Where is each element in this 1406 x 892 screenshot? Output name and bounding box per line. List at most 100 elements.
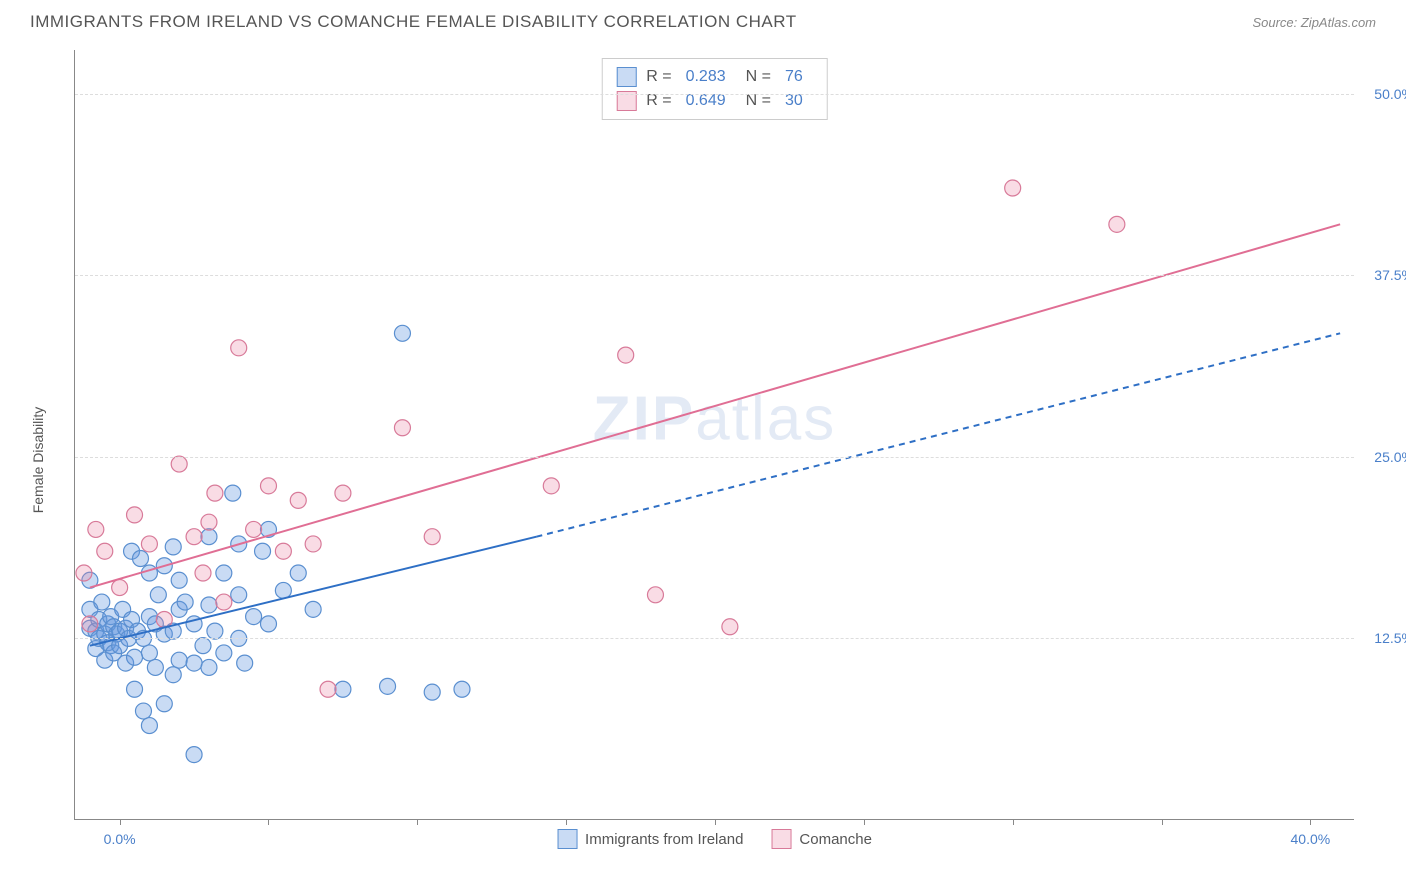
data-point xyxy=(141,645,157,661)
data-point xyxy=(171,572,187,588)
x-tick-label: 0.0% xyxy=(104,831,136,847)
data-point xyxy=(147,659,163,675)
data-point xyxy=(305,601,321,617)
gridline-h xyxy=(75,457,1354,458)
data-point xyxy=(165,539,181,555)
x-tick xyxy=(1162,819,1163,825)
data-point xyxy=(231,340,247,356)
data-point xyxy=(216,565,232,581)
data-point xyxy=(454,681,470,697)
chart-title: IMMIGRANTS FROM IRELAND VS COMANCHE FEMA… xyxy=(30,12,797,32)
y-axis-label: Female Disability xyxy=(30,407,46,514)
gridline-h xyxy=(75,94,1354,95)
x-tick xyxy=(120,819,121,825)
data-point xyxy=(156,696,172,712)
gridline-h xyxy=(75,638,1354,639)
data-point xyxy=(290,565,306,581)
data-point xyxy=(201,514,217,530)
y-tick-label: 50.0% xyxy=(1374,86,1406,102)
data-point xyxy=(132,550,148,566)
data-point xyxy=(255,543,271,559)
legend-series: Immigrants from Ireland Comanche xyxy=(557,829,872,849)
data-point xyxy=(112,580,128,596)
legend-label-ireland: Immigrants from Ireland xyxy=(585,831,743,848)
x-tick xyxy=(1013,819,1014,825)
data-point xyxy=(195,565,211,581)
legend-swatch-ireland-b xyxy=(557,829,577,849)
y-tick-label: 37.5% xyxy=(1374,267,1406,283)
data-point xyxy=(135,703,151,719)
data-point xyxy=(141,536,157,552)
data-point xyxy=(141,565,157,581)
data-point xyxy=(150,587,166,603)
data-point xyxy=(275,543,291,559)
data-point xyxy=(82,616,98,632)
data-point xyxy=(127,649,143,665)
data-point xyxy=(231,587,247,603)
x-tick xyxy=(417,819,418,825)
legend-swatch-comanche-b xyxy=(771,829,791,849)
data-point xyxy=(394,325,410,341)
data-point xyxy=(260,616,276,632)
data-point xyxy=(207,623,223,639)
data-point xyxy=(246,609,262,625)
data-point xyxy=(246,521,262,537)
data-point xyxy=(380,678,396,694)
data-point xyxy=(424,684,440,700)
data-point xyxy=(171,652,187,668)
legend-label-comanche: Comanche xyxy=(799,831,872,848)
data-point xyxy=(335,681,351,697)
data-point xyxy=(290,492,306,508)
x-tick xyxy=(1310,819,1311,825)
chart-header: IMMIGRANTS FROM IRELAND VS COMANCHE FEMA… xyxy=(0,0,1406,40)
x-tick-label: 40.0% xyxy=(1290,831,1330,847)
data-point xyxy=(177,594,193,610)
data-point xyxy=(94,594,110,610)
data-point xyxy=(424,529,440,545)
x-tick xyxy=(566,819,567,825)
data-point xyxy=(165,667,181,683)
gridline-h xyxy=(75,275,1354,276)
data-point xyxy=(195,638,211,654)
x-tick xyxy=(715,819,716,825)
data-point xyxy=(171,456,187,472)
data-point xyxy=(186,529,202,545)
data-point xyxy=(335,485,351,501)
data-point xyxy=(1005,180,1021,196)
source-credit: Source: ZipAtlas.com xyxy=(1252,15,1376,30)
y-tick-label: 12.5% xyxy=(1374,630,1406,646)
data-point xyxy=(305,536,321,552)
data-point xyxy=(207,485,223,501)
data-point xyxy=(201,529,217,545)
data-point xyxy=(394,420,410,436)
data-point xyxy=(201,597,217,613)
data-point xyxy=(618,347,634,363)
plot-area: ZIPatlas R =0.283 N =76 R =0.649 N =30 I… xyxy=(74,50,1354,820)
data-point xyxy=(216,645,232,661)
data-point xyxy=(141,718,157,734)
data-point xyxy=(186,747,202,763)
data-point xyxy=(722,619,738,635)
data-point xyxy=(543,478,559,494)
legend-item-ireland: Immigrants from Ireland xyxy=(557,829,743,849)
data-point xyxy=(225,485,241,501)
data-point xyxy=(647,587,663,603)
data-point xyxy=(201,659,217,675)
data-point xyxy=(320,681,336,697)
legend-item-comanche: Comanche xyxy=(771,829,872,849)
scatter-svg xyxy=(75,50,1354,819)
data-point xyxy=(216,594,232,610)
data-point xyxy=(127,507,143,523)
data-point xyxy=(260,478,276,494)
data-point xyxy=(186,655,202,671)
data-point xyxy=(76,565,92,581)
x-tick xyxy=(864,819,865,825)
data-point xyxy=(1109,216,1125,232)
data-point xyxy=(237,655,253,671)
y-tick-label: 25.0% xyxy=(1374,449,1406,465)
chart-container: Female Disability ZIPatlas R =0.283 N =7… xyxy=(50,50,1380,870)
data-point xyxy=(127,681,143,697)
data-point xyxy=(97,543,113,559)
data-point xyxy=(88,521,104,537)
x-tick xyxy=(268,819,269,825)
